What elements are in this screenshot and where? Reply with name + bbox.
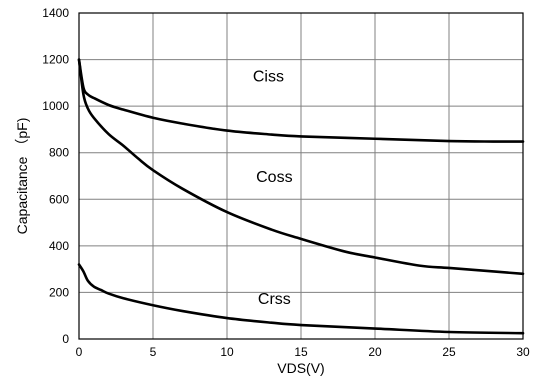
y-tick-label: 1000 [42,99,69,113]
grid-layer [78,12,524,340]
plot-frame [78,12,524,340]
x-tick-label: 5 [150,345,157,359]
series-line-crss [77,263,525,335]
x-tick-label: 20 [368,345,382,359]
x-tick-label: 25 [442,345,456,359]
series-line-coss [77,58,525,276]
frame-layer [78,12,524,340]
series-label-coss: Coss [256,169,292,186]
y-tick-label: 0 [62,332,69,346]
y-tick-label: 400 [49,239,69,253]
y-tick-label: 1200 [42,53,69,67]
y-tick-label: 600 [49,192,69,206]
x-tick-label: 0 [76,345,83,359]
y-tick-label: 1400 [42,6,69,20]
x-tick-label: 30 [516,345,530,359]
annotation-layer: Ciss Coss Crss [253,69,293,308]
series-label-crss: Crss [258,291,291,308]
series-label-ciss: Ciss [253,69,284,86]
series-line-ciss [77,58,525,143]
y-axis-title: Capacitance （pF) [14,118,30,235]
y-tick-label: 800 [49,146,69,160]
ticks-layer: 0 5 10 15 20 25 30 0 200 400 600 800 1000 1200 1400 [42,6,530,359]
x-tick-label: 15 [294,345,308,359]
x-axis-title: VDS(V) [277,360,324,376]
y-tick-label: 200 [49,285,69,299]
x-tick-label: 10 [220,345,234,359]
series-layer [77,58,525,335]
